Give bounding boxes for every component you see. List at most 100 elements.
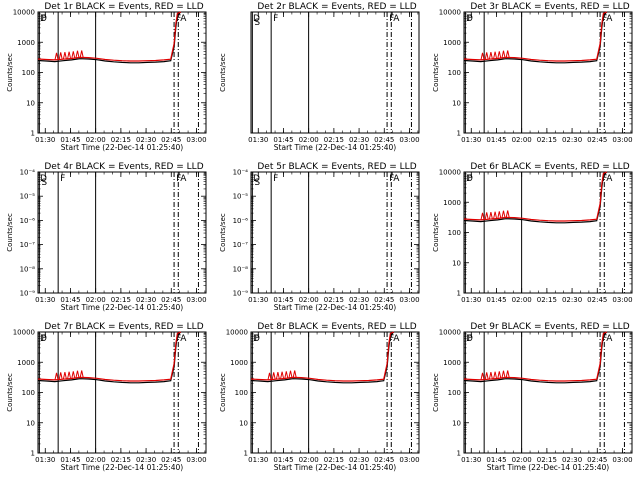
x-tick-label: 02:00 (86, 456, 106, 464)
x-tick-label: 02:45 (374, 296, 394, 304)
x-tick-label: 01:30 (461, 136, 481, 144)
y-tick-label: 10⁻⁹ (20, 290, 36, 298)
x-tick-label: 02:00 (86, 136, 106, 144)
flag-label: S (41, 178, 47, 188)
flag-label: D (466, 14, 473, 24)
y-tick-label: 100 (22, 69, 35, 77)
x-tick-label: 01:45 (486, 456, 506, 464)
lld-series-line (463, 11, 608, 62)
lld-spike (280, 371, 285, 379)
x-tick-label: 01:45 (273, 296, 293, 304)
y-tick-label: 10⁻⁴ (20, 169, 36, 177)
flag-label: F (602, 334, 607, 344)
flag-label: F (602, 14, 607, 24)
y-tick-label: 10 (26, 99, 35, 107)
flag-label: A (606, 14, 613, 24)
lld-spike (480, 52, 485, 60)
y-axis-label: Counts/sec (219, 53, 227, 92)
x-tick-label: 03:00 (186, 296, 206, 304)
lld-spike (493, 51, 498, 59)
y-axis-label: Counts/sec (219, 213, 227, 252)
events-series-line (463, 11, 608, 64)
y-tick-label: 1 (31, 130, 35, 138)
y-tick-label: 10 (26, 419, 35, 427)
flag-label: F (176, 174, 181, 184)
x-tick-label: 01:30 (461, 456, 481, 464)
y-tick-label: 10⁻⁹ (233, 290, 249, 298)
x-tick-label: 01:30 (35, 296, 55, 304)
y-tick-label: 10⁻⁴ (233, 169, 249, 177)
x-tick-label: 03:00 (399, 456, 419, 464)
flag-label: D (40, 334, 47, 344)
x-tick-label: 01:30 (461, 296, 481, 304)
lld-spike (484, 52, 489, 60)
flag-label: D (40, 174, 47, 184)
lld-spike (505, 370, 510, 378)
y-axis-label: Counts/sec (6, 373, 14, 412)
lld-spike (67, 371, 72, 379)
y-tick-label: 100 (235, 389, 248, 397)
y-tick-label: 10000 (439, 169, 461, 177)
x-tick-label: 03:00 (399, 296, 419, 304)
panel-det-3: Det 3r BLACK = Events, RED = LLD 1 10 100 10… (432, 2, 633, 144)
flag-label: F (389, 334, 394, 344)
lld-spike (497, 371, 502, 379)
lld-spike (75, 50, 80, 58)
panel-title: Det 6r BLACK = Events, RED = LLD (470, 162, 629, 172)
x-tick-label: 02:15 (537, 296, 557, 304)
flag-label: F (602, 174, 607, 184)
x-tick-label: 02:00 (299, 456, 319, 464)
x-tick-label: 02:30 (136, 136, 156, 144)
y-tick-label: 10⁻⁸ (233, 265, 249, 273)
lld-spike (493, 371, 498, 379)
x-tick-label: 01:45 (60, 136, 80, 144)
x-tick-label: 01:30 (248, 456, 268, 464)
lld-spike (271, 372, 276, 380)
x-axis-label: Start Time (22-Dec-14 01:25:40) (274, 303, 396, 312)
x-tick-label: 02:00 (512, 296, 532, 304)
y-axis-label: Counts/sec (432, 53, 440, 92)
lld-spike (71, 51, 76, 59)
flag-label: F (467, 14, 472, 24)
y-tick-label: 10 (452, 99, 461, 107)
y-tick-label: 10000 (226, 329, 248, 337)
lld-spike (54, 372, 59, 380)
flag-label: F (389, 14, 394, 24)
y-tick-label: 100 (448, 389, 461, 397)
lld-spike (497, 51, 502, 59)
x-tick-label: 02:15 (324, 136, 344, 144)
flag-label: D (466, 174, 473, 184)
flag-label: F (176, 14, 181, 24)
y-axis-label: Counts/sec (6, 213, 14, 252)
panel-det-1: Det 1r BLACK = Events, RED = LLD 1 10 100 10… (6, 2, 207, 152)
plot-frame (37, 331, 207, 454)
y-tick-label: 10 (452, 259, 461, 267)
y-tick-label: 10000 (13, 9, 35, 17)
y-tick-label: 1 (457, 290, 461, 298)
flag-label: A (393, 334, 400, 344)
lld-spike (54, 52, 59, 60)
y-tick-label: 1 (244, 450, 248, 458)
x-axis-label: Start Time (22-Dec-14 01:25:40) (274, 463, 396, 472)
x-tick-label: 03:00 (186, 136, 206, 144)
flag-label: D (253, 334, 260, 344)
x-tick-label: 02:45 (374, 136, 394, 144)
x-tick-label: 02:15 (111, 456, 131, 464)
flag-label: A (393, 14, 400, 24)
y-tick-label: 1000 (443, 359, 461, 367)
y-tick-label: 100 (22, 389, 35, 397)
y-tick-label: 1000 (230, 359, 248, 367)
y-axis-label: Counts/sec (219, 373, 227, 412)
y-tick-label: 10⁻⁵ (233, 193, 249, 201)
flag-label: A (606, 334, 613, 344)
x-tick-label: 02:00 (512, 136, 532, 144)
flag-label: F (254, 334, 259, 344)
flag-label: D (40, 14, 47, 24)
x-tick-label: 02:30 (562, 136, 582, 144)
x-tick-label: 02:15 (537, 456, 557, 464)
lld-spike (484, 372, 489, 380)
y-tick-label: 10000 (13, 329, 35, 337)
y-axis-label: Counts/sec (432, 373, 440, 412)
flag-label: A (180, 14, 187, 24)
lld-spike (58, 372, 63, 380)
